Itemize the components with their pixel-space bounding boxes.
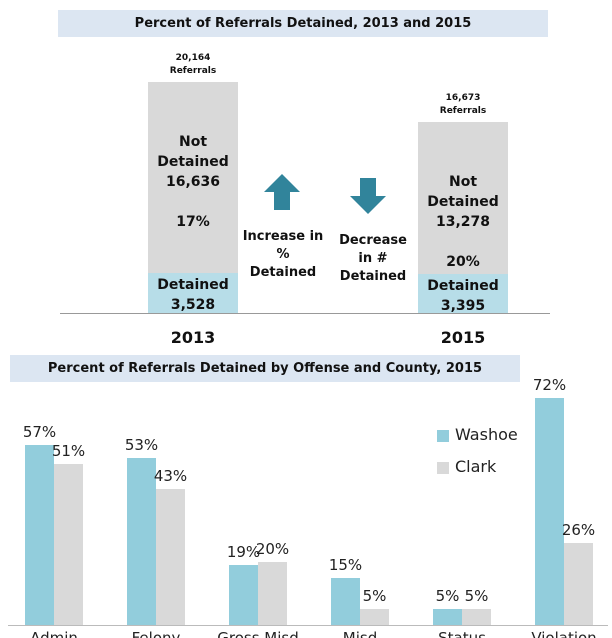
value-label: 53%: [124, 435, 159, 454]
segment-value: 16,636: [165, 174, 221, 190]
bar: [462, 609, 491, 625]
legend-label: Clark: [455, 457, 497, 476]
segment-value: 3,528: [170, 296, 216, 313]
value-label: 5%: [362, 587, 387, 606]
value-label: 26%: [561, 521, 596, 540]
total-label: 16,673 Referrals: [439, 92, 487, 116]
value-label: 15%: [328, 555, 363, 574]
segment-label: Detained: [157, 276, 229, 293]
value-label: 43%: [153, 467, 188, 486]
value-label: 19%: [226, 543, 261, 562]
bar: [54, 464, 83, 625]
bar: [433, 609, 462, 625]
bar: [156, 489, 185, 625]
segment-value: 3,395: [440, 298, 486, 315]
bar-segment: [148, 272, 238, 313]
bar: [25, 445, 54, 625]
legend-swatch: [437, 462, 449, 474]
bar: [535, 398, 564, 625]
value-label: 5%: [464, 587, 489, 606]
value-label: 20%: [255, 539, 290, 558]
legend-label: Washoe: [455, 425, 518, 444]
x-tick-label: Violation: [531, 629, 597, 638]
chart-title: Percent of Referrals Detained, 2013 and …: [58, 10, 548, 37]
segment-value: 13,278: [435, 213, 491, 230]
segment-label: Not Detained: [427, 173, 499, 210]
legend-swatch: [437, 430, 449, 442]
value-label: 51%: [51, 442, 86, 461]
chart-title: Percent of Referrals Detained by Offense…: [10, 355, 520, 382]
x-tick-label: Status: [438, 629, 486, 638]
x-tick-label: 2013: [170, 328, 216, 347]
bar-segment: [418, 274, 508, 313]
value-label: 72%: [532, 376, 567, 394]
value-label: 5%: [435, 587, 460, 606]
x-tick-label: Gross Misd: [217, 629, 299, 638]
value-label: 57%: [22, 423, 57, 442]
bar-segment: [418, 121, 508, 275]
bar: [360, 609, 389, 625]
up-arrow: [264, 174, 300, 210]
segment-label: Detained: [427, 278, 499, 295]
total-label: 20,164 Referrals: [169, 53, 217, 76]
annotation: Decrease in # Detained: [339, 233, 407, 284]
baseline: [60, 313, 550, 314]
x-tick-label: 2015: [440, 328, 486, 347]
bar: [229, 565, 258, 625]
segment-label: Not Detained: [157, 134, 229, 170]
x-tick-label: Felony: [131, 629, 181, 638]
bar-segment: [148, 82, 238, 273]
bar: [258, 561, 287, 625]
x-tick-label: Misd: [342, 629, 378, 638]
annotation: Increase in % Detained: [242, 229, 324, 280]
bar: [564, 543, 593, 625]
x-tick-label: Admin: [30, 629, 78, 638]
bar: [331, 577, 360, 625]
percent-label: 17%: [176, 214, 210, 230]
down-arrow: [350, 178, 386, 214]
baseline: [8, 625, 608, 626]
bar: [127, 457, 156, 625]
percent-label: 20%: [446, 253, 480, 270]
